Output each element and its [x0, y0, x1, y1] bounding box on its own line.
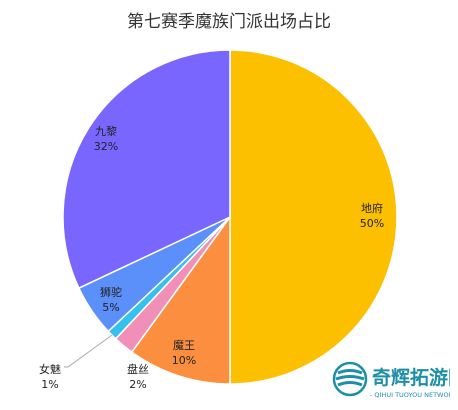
slice-value-label-4: 5%: [102, 301, 119, 314]
slice-name-label-4: 狮驼: [100, 285, 122, 299]
slice-value-label-3: 1%: [41, 378, 58, 391]
slice-value-label-1: 10%: [172, 354, 196, 367]
globe-icon: [332, 361, 368, 397]
pie-slice-5: [62, 49, 231, 290]
slice-name-label-0: 地府: [361, 201, 383, 215]
slice-value-label-5: 32%: [94, 140, 118, 153]
slice-name-label-3: 女魅: [39, 362, 61, 376]
watermark-logo: 奇辉拓游网 - QIHUI TUOYOU NETWORK -: [330, 358, 450, 400]
pie-slice-0: [229, 49, 398, 385]
slice-name-label-2: 盘丝: [127, 362, 149, 376]
leader-line: [64, 334, 113, 368]
slice-value-label-2: 2%: [129, 378, 146, 391]
chart-title: 第七赛季魔族门派出场占比: [127, 11, 331, 32]
slice-name-label-1: 魔王: [173, 338, 195, 352]
watermark-text: 奇辉拓游网: [372, 366, 450, 389]
slice-value-label-0: 50%: [360, 217, 384, 230]
watermark-subtext: - QIHUI TUOYOU NETWORK -: [370, 391, 450, 399]
pie-slice-1: [130, 214, 231, 385]
slice-name-label-5: 九黎: [95, 124, 117, 138]
